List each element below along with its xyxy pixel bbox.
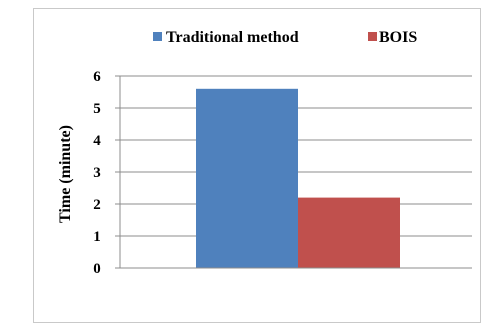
bars <box>196 88 400 268</box>
y-tick-label: 5 <box>93 101 101 117</box>
legend-label-traditional-method: Traditional method <box>166 29 299 46</box>
y-axis-title: Time (minute) <box>57 125 74 223</box>
y-tick-labels: 0 1 2 3 4 5 6 <box>93 69 101 277</box>
bar-traditional-method <box>196 88 298 268</box>
y-tick-label: 0 <box>93 261 101 277</box>
bar-bois <box>298 197 400 268</box>
y-tick-label: 4 <box>93 133 101 149</box>
axes <box>119 76 472 269</box>
y-tick-label: 3 <box>93 165 101 181</box>
legend-swatch-traditional-method <box>153 32 162 41</box>
y-tick-label: 6 <box>93 69 101 85</box>
legend: Traditional method BOIS <box>153 29 417 46</box>
y-tick-label: 1 <box>93 229 101 245</box>
legend-label-bois: BOIS <box>379 29 417 46</box>
legend-swatch-bois <box>368 32 377 41</box>
y-tick-label: 2 <box>93 197 101 213</box>
